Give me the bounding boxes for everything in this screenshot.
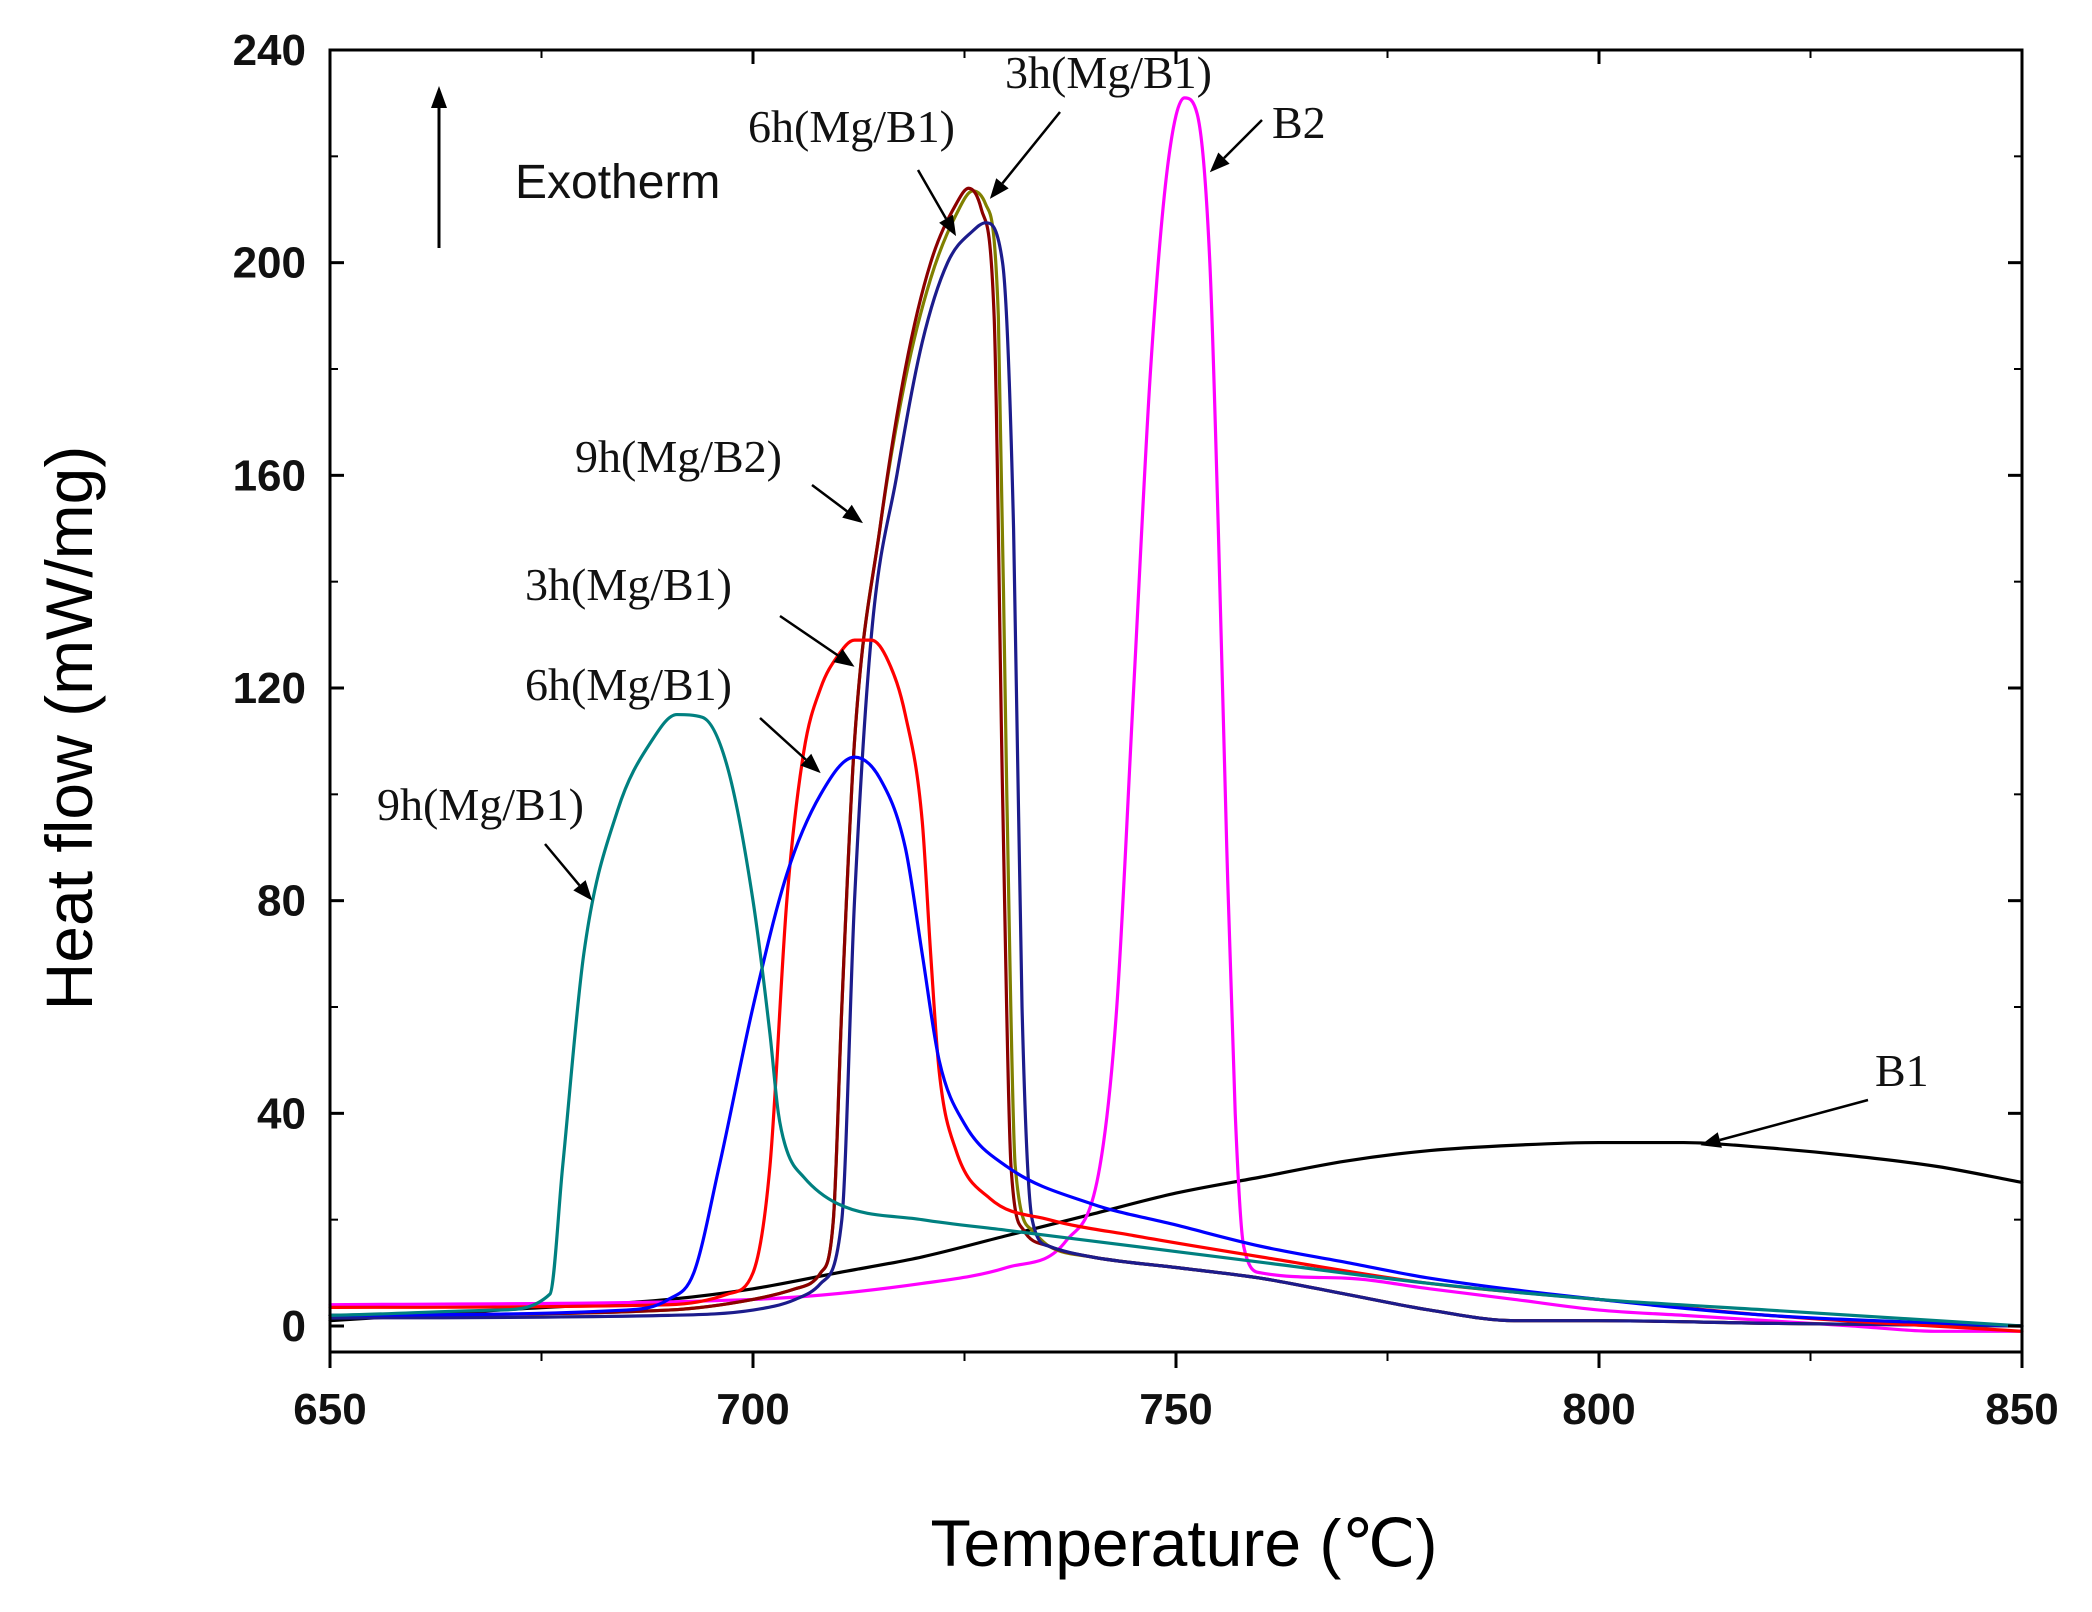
x-tick-label: 750 <box>1139 1385 1212 1434</box>
annotation-arrow-shaft <box>759 717 807 761</box>
y-tick-label: 40 <box>257 1089 306 1138</box>
annotation-label: 9h(Mg/B2) <box>575 431 782 482</box>
y-tick-label: 120 <box>233 664 306 713</box>
annotation-label: 9h(Mg/B1) <box>377 779 584 830</box>
series-line-2 <box>328 189 2024 1328</box>
x-axis-title: Temperature (℃) <box>931 1506 1438 1580</box>
annotation-arrow-shaft <box>1001 111 1061 185</box>
series-line-6 <box>328 755 2024 1328</box>
annotation-arrow-shaft <box>811 483 848 513</box>
annotation-arrow-head <box>1209 152 1230 173</box>
series-group <box>328 96 2024 1333</box>
y-axis-title: Heat flow (mW/mg) <box>32 446 106 1011</box>
y-tick-label: 0 <box>282 1302 306 1351</box>
annotation-label: 3h(Mg/B1) <box>525 559 732 610</box>
annotation-arrow-head <box>1700 1132 1722 1148</box>
annotation-arrow-shaft <box>1223 119 1263 160</box>
series-line-5 <box>328 638 2024 1333</box>
annotation-label: B1 <box>1875 1045 1929 1096</box>
annotations: 3h(Mg/B1) 6h(Mg/B1) B2 9h(Mg/B2) 3h(Mg/B1) 6h… <box>377 47 1929 1148</box>
series-line-3 <box>328 186 2024 1328</box>
annotation-arrow-shaft <box>916 169 948 220</box>
annotation-arrow-shaft <box>779 614 839 657</box>
annotation-label: 6h(Mg/B1) <box>525 659 732 710</box>
x-tick-label: 700 <box>716 1385 789 1434</box>
series-line-1 <box>328 96 2024 1333</box>
series-line-7 <box>328 712 2024 1328</box>
x-tick-label: 650 <box>293 1385 366 1434</box>
annotation-arrow-shaft <box>1719 1098 1869 1142</box>
exotherm-arrow-head <box>431 86 447 108</box>
annotation-arrow-head <box>800 753 821 774</box>
x-tick-label: 850 <box>1985 1385 2058 1434</box>
exotherm-label: Exotherm <box>515 156 720 209</box>
annotation-arrow-head <box>842 504 863 524</box>
annotation-label: 3h(Mg/B1) <box>1005 47 1212 98</box>
annotation-arrow-head <box>989 178 1009 199</box>
y-tick-label: 200 <box>233 239 306 288</box>
y-tick-label: 240 <box>233 26 306 75</box>
annotation-arrow-head <box>573 880 593 901</box>
x-tick-label: 800 <box>1562 1385 1635 1434</box>
series-line-0 <box>328 1140 2024 1323</box>
annotation-label: 6h(Mg/B1) <box>748 101 955 152</box>
annotation-arrow-head <box>833 648 855 667</box>
series-line-4 <box>328 221 2024 1328</box>
annotation-label: B2 <box>1272 97 1326 148</box>
axis-ticks: 0 40 80 120 160 200 240 650 700 750 800 850 <box>233 26 2059 1434</box>
annotation-arrow-head <box>939 214 957 237</box>
annotation-arrow-shaft <box>544 843 581 887</box>
y-tick-label: 80 <box>257 877 306 926</box>
y-tick-label: 160 <box>233 451 306 500</box>
